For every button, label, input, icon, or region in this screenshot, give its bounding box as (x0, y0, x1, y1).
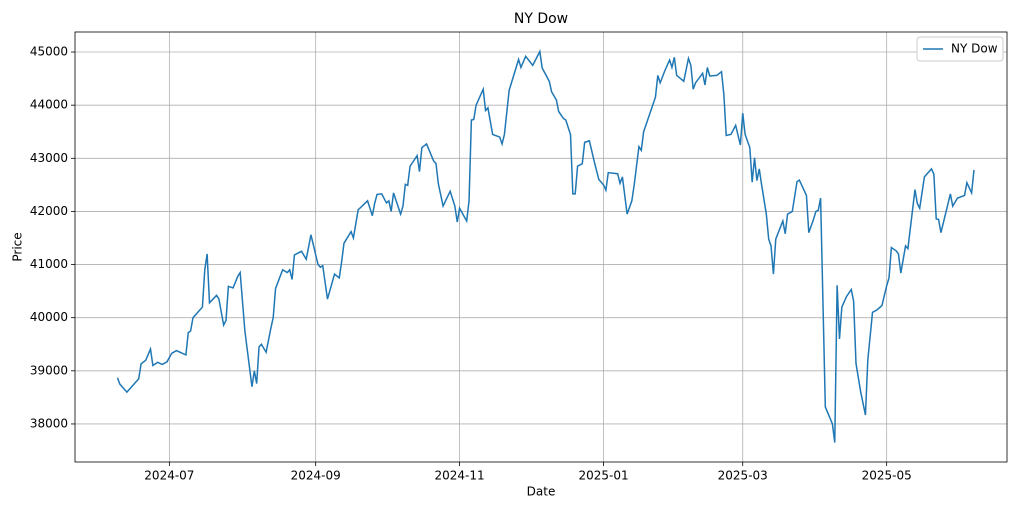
plot-frame (74, 31, 1008, 463)
chart-title: NY Dow (514, 11, 568, 27)
y-tick-label: 40000 (30, 310, 68, 324)
data-line (116, 49, 975, 443)
x-tick-label: 2025-01 (578, 469, 628, 483)
x-tick-label: 2025-05 (862, 469, 912, 483)
y-tick-label: 43000 (30, 151, 68, 165)
legend-label: NY Dow (951, 42, 998, 56)
y-tick-label: 42000 (30, 204, 68, 218)
x-tick-label: 2024-09 (291, 469, 341, 483)
y-tick-label: 45000 (30, 45, 68, 59)
x-tick-label: 2024-11 (435, 469, 485, 483)
y-tick-label: 38000 (30, 416, 68, 430)
x-tick-label: 2025-03 (718, 469, 768, 483)
y-axis-label: Price (11, 232, 25, 261)
y-tick-label: 39000 (30, 363, 68, 377)
legend-box (916, 36, 1004, 62)
x-tick-label: 2024-07 (144, 469, 194, 483)
x-axis-label: Date (527, 485, 556, 499)
y-tick-label: 44000 (30, 98, 68, 112)
y-tick-label: 41000 (30, 257, 68, 271)
